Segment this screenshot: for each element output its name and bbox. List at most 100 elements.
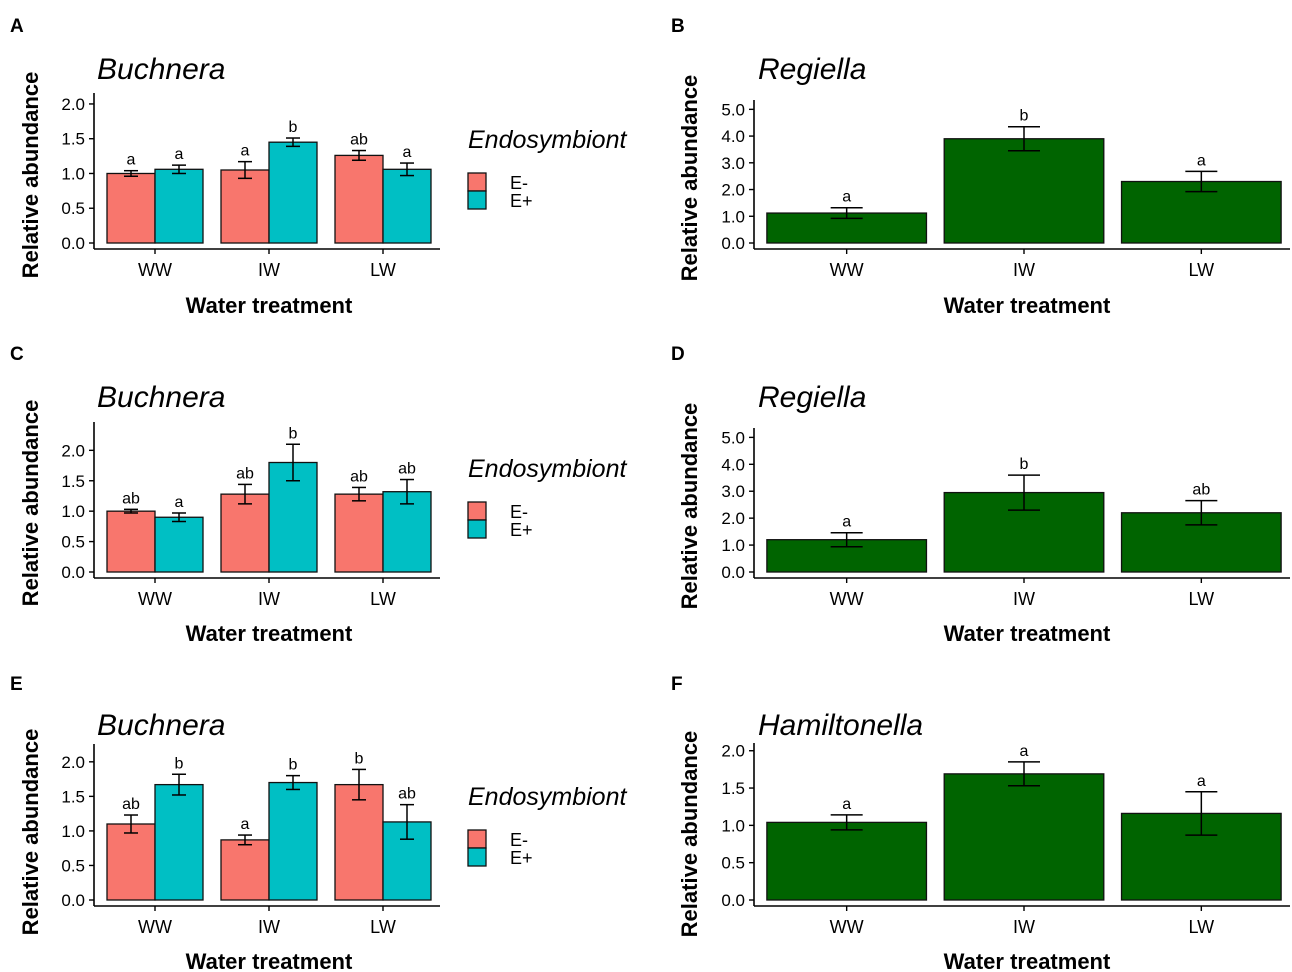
- y-tick-label: 1.0: [721, 536, 745, 555]
- x-axis-title: Water treatment: [186, 621, 353, 646]
- y-tick-label: 4.0: [721, 455, 745, 474]
- y-tick-label: 0.0: [61, 563, 85, 582]
- y-tick-label: 0.0: [721, 234, 745, 253]
- error-bar: [238, 160, 252, 180]
- error-bar: [400, 478, 414, 505]
- y-tick-label: 0.0: [61, 891, 85, 910]
- legend-swatch-e-minus: [467, 172, 487, 192]
- legend-swatch-e-plus: [467, 190, 487, 210]
- significance-label: a: [403, 144, 412, 161]
- legend-label-e-plus: E+: [510, 191, 533, 211]
- significance-label: ab: [236, 465, 254, 482]
- y-tick-label: 3.0: [721, 482, 745, 501]
- significance-label: b: [289, 425, 298, 442]
- bar-iw-e-plus: [268, 781, 318, 901]
- x-axis-title: Water treatment: [944, 621, 1111, 646]
- significance-label: b: [1020, 456, 1029, 473]
- x-axis-title: Water treatment: [186, 949, 353, 972]
- bar-lw-e-minus: [334, 493, 384, 573]
- x-tick-label: LW: [1188, 589, 1214, 609]
- error-bar: [1185, 170, 1218, 193]
- y-tick-label: 2.0: [61, 95, 85, 114]
- y-tick-label: 2.0: [721, 509, 745, 528]
- error-bar: [830, 531, 863, 548]
- y-tick-label: 0.0: [721, 563, 745, 582]
- significance-label: b: [355, 750, 364, 767]
- y-tick-label: 5.0: [721, 428, 745, 447]
- significance-label: ab: [398, 786, 416, 803]
- legend-title: Endosymbiont: [468, 126, 627, 154]
- legend-label-e-plus: E+: [510, 520, 533, 540]
- significance-label: a: [241, 143, 250, 160]
- chart-panel-c: C Buchnera 0.0 0.5 1.0 1.5 2.0 WW ab a IW ab b LW ab ab…: [10, 344, 627, 646]
- y-tick-label: 0.5: [61, 856, 85, 875]
- x-tick-label: LW: [1188, 917, 1214, 937]
- error-bar: [830, 206, 863, 220]
- bar-iw-e-minus: [220, 493, 270, 573]
- significance-label: a: [842, 514, 851, 531]
- legend-swatch-e-minus: [467, 829, 487, 849]
- y-tick-label: 0.5: [61, 533, 85, 552]
- panel-letter: E: [10, 674, 23, 695]
- bar-iw: [943, 138, 1105, 244]
- error-bar: [400, 803, 414, 840]
- bar-iw-e-plus: [268, 141, 318, 244]
- error-bar: [352, 149, 366, 162]
- error-bar: [124, 169, 138, 178]
- significance-label: ab: [350, 132, 368, 149]
- x-axis-title: Water treatment: [944, 949, 1111, 972]
- bar-ww-e-plus: [154, 783, 204, 901]
- panel-letter: C: [10, 344, 24, 365]
- error-bar: [286, 774, 300, 791]
- significance-label: ab: [122, 490, 140, 507]
- bar-iw-e-minus: [220, 169, 270, 244]
- x-tick-label: LW: [1188, 260, 1214, 280]
- error-bar: [286, 443, 300, 482]
- bar-lw-e-minus: [334, 783, 384, 901]
- error-bar: [1185, 791, 1218, 836]
- error-bar: [124, 508, 138, 514]
- x-tick-label: WW: [138, 917, 172, 937]
- y-tick-label: 0.5: [61, 199, 85, 218]
- error-bar: [352, 768, 366, 801]
- error-bar: [1008, 761, 1040, 787]
- significance-label: ab: [350, 468, 368, 485]
- significance-label: a: [1020, 743, 1029, 760]
- error-bar: [352, 486, 366, 502]
- x-tick-label: LW: [370, 917, 396, 937]
- y-axis-title: Relative abundance: [18, 400, 43, 607]
- panel-title: Hamiltonella: [758, 709, 923, 742]
- error-bar: [286, 137, 300, 148]
- y-tick-label: 2.0: [721, 181, 745, 200]
- y-tick-label: 1.0: [721, 816, 745, 835]
- x-tick-label: LW: [370, 260, 396, 280]
- panel-title: Buchnera: [97, 53, 225, 86]
- significance-label: a: [127, 152, 136, 169]
- error-bar: [238, 834, 252, 846]
- legend-swatch-e-plus: [467, 519, 487, 539]
- legend-swatch-e-plus: [467, 847, 487, 867]
- y-tick-label: 2.0: [61, 753, 85, 772]
- y-axis-title: Relative abundance: [18, 72, 43, 279]
- significance-label: a: [175, 146, 184, 163]
- error-bar: [1185, 499, 1218, 526]
- error-bar: [172, 773, 186, 796]
- significance-label: a: [842, 189, 851, 206]
- error-bar: [172, 512, 186, 523]
- legend-swatch-e-minus: [467, 501, 487, 521]
- significance-label: a: [175, 494, 184, 511]
- y-tick-label: 5.0: [721, 100, 745, 119]
- significance-label: b: [175, 755, 184, 772]
- chart-panel-d: D Regiella 0.0 1.0 2.0 3.0 4.0 5.0 WW a IW b LW ab Wat…: [671, 344, 1290, 646]
- legend-title: Endosymbiont: [468, 783, 627, 811]
- bar-ww-e-plus: [154, 516, 204, 573]
- x-tick-label: WW: [830, 917, 864, 937]
- y-tick-label: 2.0: [61, 441, 85, 460]
- panel-letter: D: [671, 344, 685, 365]
- chart-panel-f: F Hamiltonella 0.0 0.5 1.0 1.5 2.0 WW a IW a LW a Wat…: [671, 674, 1290, 972]
- bar-iw-e-minus: [220, 839, 270, 901]
- x-tick-label: IW: [258, 917, 280, 937]
- x-tick-label: WW: [138, 589, 172, 609]
- error-bar: [238, 483, 252, 505]
- error-bar: [124, 814, 138, 834]
